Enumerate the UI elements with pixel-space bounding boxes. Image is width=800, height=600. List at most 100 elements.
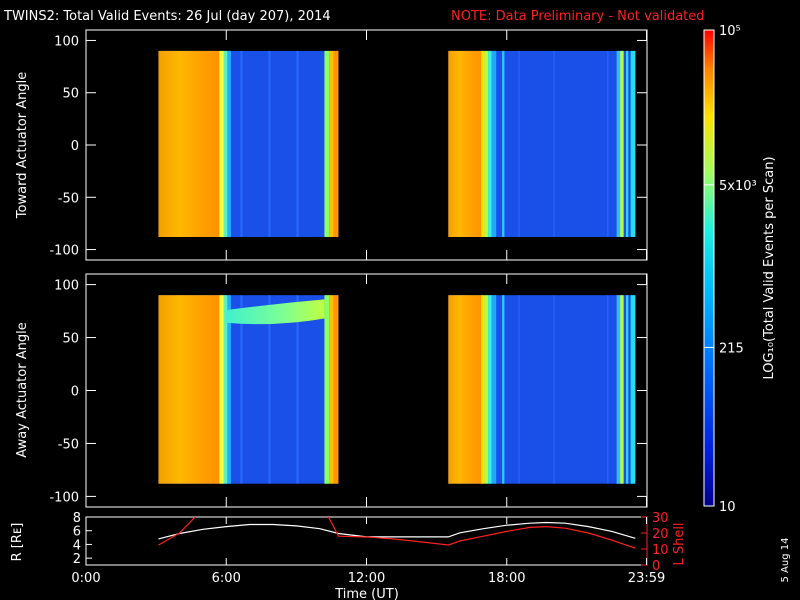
r-tick-label: 2 <box>73 552 81 567</box>
away-panel: 100 50 0 -50 -100 Away Actuator Angle <box>15 273 648 508</box>
edge-column <box>333 50 339 238</box>
colorbar-ticks: 10 215 5x10³ 10⁵ <box>704 24 757 515</box>
colorbar: 10 215 5x10³ 10⁵ LOG₁₀(Total Valid Events p… <box>703 24 777 515</box>
high-count-region <box>158 295 220 484</box>
edge-column <box>324 50 330 238</box>
edge-column <box>630 50 636 238</box>
transition-column <box>491 50 497 238</box>
colorbar-gradient <box>704 30 714 506</box>
lshell-tick-label: 0 <box>652 559 660 574</box>
transition-column <box>484 50 489 238</box>
time-tick-label: 12:00 <box>348 571 385 586</box>
transition-column <box>223 295 228 484</box>
transition-column <box>223 50 228 238</box>
edge-column <box>620 295 624 484</box>
streak-column <box>553 50 555 238</box>
streak-column <box>268 50 271 238</box>
colorbar-label: LOG₁₀(Total Valid Events per Scan) <box>762 156 777 379</box>
edge-column <box>620 50 624 238</box>
edge-column <box>333 295 339 484</box>
colorbar-tick-label: 10⁵ <box>719 24 741 39</box>
transition-column <box>227 50 231 238</box>
r-tick-label: 4 <box>73 538 81 553</box>
edge-column <box>616 50 621 238</box>
lshell-tick-label: 30 <box>652 511 669 526</box>
streak-column <box>296 50 299 238</box>
y-tick-label: -100 <box>49 244 79 259</box>
transition-column <box>491 295 497 484</box>
colorbar-tick-label: 5x10³ <box>719 179 757 194</box>
y-tick-label: 50 <box>62 332 79 347</box>
toward-x-ticks <box>85 30 648 260</box>
y-tick-label: 100 <box>54 279 79 294</box>
streak-column <box>296 295 299 484</box>
streak-column <box>607 295 609 484</box>
y-tick-label: -50 <box>58 191 79 206</box>
toward-heatmap <box>158 50 636 238</box>
streak-column <box>553 295 555 484</box>
streak-column <box>240 50 243 238</box>
r-tick-label: 6 <box>73 525 81 540</box>
toward-panel: 100 50 0 -50 -100 Toward Actuator Angle <box>15 29 648 261</box>
transition-column <box>481 50 485 238</box>
transition-column <box>488 50 492 238</box>
edge-column <box>625 50 629 238</box>
y-tick-label: 50 <box>62 87 79 102</box>
transition-column <box>484 295 489 484</box>
lshell-tick-label: 10 <box>652 543 669 558</box>
y-tick-label: 100 <box>54 34 79 49</box>
figure-title: TWINS2: Total Valid Events: 26 Jul (day … <box>3 9 331 24</box>
lshell-tick-label: 20 <box>652 527 669 542</box>
enhanced-band <box>226 299 325 325</box>
edge-column <box>329 50 334 238</box>
edge-column <box>324 295 330 484</box>
r-trace <box>158 521 636 540</box>
time-tick-label: 18:00 <box>488 571 525 586</box>
lshell-axis-label: L Shell <box>672 522 687 565</box>
away-heatmap <box>158 295 636 484</box>
ephemeris-frame <box>85 516 648 566</box>
toward-y-ticks: 100 50 0 -50 -100 <box>49 34 647 259</box>
time-ticks: 0:00 6:00 12:00 18:00 23:59 <box>71 517 665 586</box>
y-tick-label: -100 <box>49 490 79 505</box>
edge-column <box>616 295 621 484</box>
y-tick-label: 0 <box>71 385 79 400</box>
y-tick-label: -50 <box>58 437 79 452</box>
away-ylabel: Away Actuator Angle <box>15 322 30 457</box>
r-tick-label: 8 <box>73 511 81 526</box>
transition-column <box>219 50 224 238</box>
preliminary-note: NOTE: Data Preliminary - Not validated <box>451 9 705 24</box>
lshell-trace <box>158 517 636 549</box>
colorbar-tick-label: 215 <box>719 341 744 356</box>
r-axis-label: R [Rᴇ] <box>10 523 25 562</box>
transition-column <box>219 295 224 484</box>
transition-column <box>227 295 231 484</box>
edge-column <box>329 295 334 484</box>
away-y-ticks: 100 50 0 -50 -100 <box>49 279 647 505</box>
streak-column <box>268 295 271 484</box>
time-tick-label: 6:00 <box>212 571 241 586</box>
y-tick-label: 0 <box>71 139 79 154</box>
transition-column <box>481 295 485 484</box>
toward-ylabel: Toward Actuator Angle <box>15 72 30 219</box>
transition-column <box>488 295 492 484</box>
high-count-region <box>448 295 482 484</box>
streak-column <box>518 50 520 238</box>
time-tick-label: 23:59 <box>628 571 665 586</box>
transition-column <box>502 50 505 238</box>
edge-column <box>625 295 629 484</box>
time-axis-label: Time (UT) <box>334 587 399 600</box>
high-count-region <box>448 50 482 238</box>
colorbar-tick-label: 10 <box>719 500 736 515</box>
high-count-region <box>158 50 220 238</box>
side-date: 5 Aug 14 <box>780 538 791 583</box>
transition-column <box>502 295 505 484</box>
streak-column <box>607 50 609 238</box>
time-tick-label: 0:00 <box>71 571 100 586</box>
away-x-ticks <box>85 274 648 507</box>
edge-column <box>630 295 636 484</box>
